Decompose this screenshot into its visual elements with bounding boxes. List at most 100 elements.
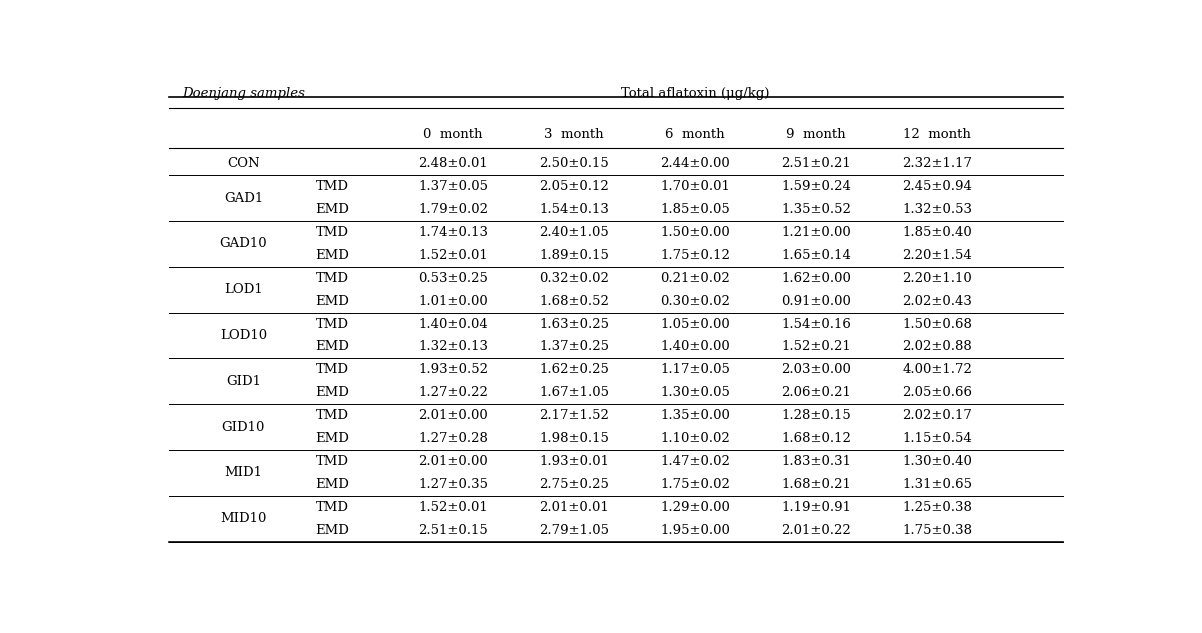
Text: 1.21±0.00: 1.21±0.00 bbox=[781, 226, 851, 239]
Text: 2.01±0.00: 2.01±0.00 bbox=[418, 409, 488, 422]
Text: 1.62±0.25: 1.62±0.25 bbox=[540, 363, 609, 377]
Text: CON: CON bbox=[227, 157, 260, 170]
Text: 0.32±0.02: 0.32±0.02 bbox=[540, 272, 609, 285]
Text: 1.93±0.01: 1.93±0.01 bbox=[540, 455, 609, 468]
Text: 1.15±0.54: 1.15±0.54 bbox=[903, 432, 972, 445]
Text: 1.50±0.00: 1.50±0.00 bbox=[660, 226, 730, 239]
Text: EMD: EMD bbox=[315, 478, 349, 491]
Text: TMD: TMD bbox=[315, 272, 349, 285]
Text: 1.68±0.21: 1.68±0.21 bbox=[781, 478, 851, 491]
Text: 1.28±0.15: 1.28±0.15 bbox=[781, 409, 851, 422]
Text: 2.05±0.66: 2.05±0.66 bbox=[903, 386, 972, 399]
Text: 1.54±0.13: 1.54±0.13 bbox=[540, 203, 609, 216]
Text: 2.48±0.01: 2.48±0.01 bbox=[418, 157, 488, 170]
Text: 1.89±0.15: 1.89±0.15 bbox=[540, 249, 609, 262]
Text: EMD: EMD bbox=[315, 203, 349, 216]
Text: 1.27±0.28: 1.27±0.28 bbox=[418, 432, 488, 445]
Text: 1.37±0.25: 1.37±0.25 bbox=[540, 341, 609, 353]
Text: EMD: EMD bbox=[315, 294, 349, 308]
Text: 1.31±0.65: 1.31±0.65 bbox=[903, 478, 972, 491]
Text: 1.68±0.52: 1.68±0.52 bbox=[540, 294, 609, 308]
Text: 2.45±0.94: 2.45±0.94 bbox=[903, 180, 972, 193]
Text: Doenjang samples: Doenjang samples bbox=[182, 87, 305, 99]
Text: 1.19±0.91: 1.19±0.91 bbox=[781, 501, 851, 514]
Text: 0.30±0.02: 0.30±0.02 bbox=[660, 294, 730, 308]
Text: 1.32±0.13: 1.32±0.13 bbox=[418, 341, 488, 353]
Text: 2.02±0.43: 2.02±0.43 bbox=[903, 294, 972, 308]
Text: 1.75±0.38: 1.75±0.38 bbox=[903, 523, 972, 537]
Text: 0  month: 0 month bbox=[423, 128, 483, 141]
Text: 0.21±0.02: 0.21±0.02 bbox=[660, 272, 730, 285]
Text: 1.10±0.02: 1.10±0.02 bbox=[660, 432, 730, 445]
Text: EMD: EMD bbox=[315, 386, 349, 399]
Text: 1.27±0.35: 1.27±0.35 bbox=[418, 478, 488, 491]
Text: 3  month: 3 month bbox=[545, 128, 603, 141]
Text: 1.52±0.01: 1.52±0.01 bbox=[418, 501, 488, 514]
Text: TMD: TMD bbox=[315, 318, 349, 330]
Text: 2.02±0.88: 2.02±0.88 bbox=[903, 341, 972, 353]
Text: 1.75±0.12: 1.75±0.12 bbox=[660, 249, 730, 262]
Text: 2.20±1.54: 2.20±1.54 bbox=[903, 249, 972, 262]
Text: TMD: TMD bbox=[315, 409, 349, 422]
Text: EMD: EMD bbox=[315, 523, 349, 537]
Text: Total aflatoxin (μg/kg): Total aflatoxin (μg/kg) bbox=[621, 87, 769, 99]
Text: 1.68±0.12: 1.68±0.12 bbox=[781, 432, 851, 445]
Text: EMD: EMD bbox=[315, 341, 349, 353]
Text: 1.79±0.02: 1.79±0.02 bbox=[418, 203, 488, 216]
Text: GAD1: GAD1 bbox=[224, 192, 263, 204]
Text: 2.05±0.12: 2.05±0.12 bbox=[540, 180, 609, 193]
Text: GAD10: GAD10 bbox=[220, 237, 267, 251]
Text: 1.54±0.16: 1.54±0.16 bbox=[781, 318, 851, 330]
Text: 1.52±0.21: 1.52±0.21 bbox=[781, 341, 851, 353]
Text: LOD10: LOD10 bbox=[220, 329, 267, 342]
Text: 2.01±0.22: 2.01±0.22 bbox=[781, 523, 851, 537]
Text: 1.32±0.53: 1.32±0.53 bbox=[903, 203, 972, 216]
Text: 1.29±0.00: 1.29±0.00 bbox=[660, 501, 730, 514]
Text: 2.06±0.21: 2.06±0.21 bbox=[781, 386, 851, 399]
Text: 1.85±0.05: 1.85±0.05 bbox=[660, 203, 730, 216]
Text: 1.50±0.68: 1.50±0.68 bbox=[903, 318, 972, 330]
Text: 2.20±1.10: 2.20±1.10 bbox=[903, 272, 972, 285]
Text: 1.05±0.00: 1.05±0.00 bbox=[660, 318, 730, 330]
Text: TMD: TMD bbox=[315, 180, 349, 193]
Text: 1.63±0.25: 1.63±0.25 bbox=[540, 318, 609, 330]
Text: 1.83±0.31: 1.83±0.31 bbox=[781, 455, 851, 468]
Text: TMD: TMD bbox=[315, 455, 349, 468]
Text: 1.27±0.22: 1.27±0.22 bbox=[418, 386, 488, 399]
Text: 2.51±0.21: 2.51±0.21 bbox=[781, 157, 851, 170]
Text: LOD1: LOD1 bbox=[224, 283, 263, 296]
Text: 1.98±0.15: 1.98±0.15 bbox=[540, 432, 609, 445]
Text: 0.53±0.25: 0.53±0.25 bbox=[418, 272, 488, 285]
Text: 1.70±0.01: 1.70±0.01 bbox=[660, 180, 730, 193]
Text: 2.51±0.15: 2.51±0.15 bbox=[418, 523, 488, 537]
Text: 4.00±1.72: 4.00±1.72 bbox=[903, 363, 972, 377]
Text: 1.52±0.01: 1.52±0.01 bbox=[418, 249, 488, 262]
Text: 2.03±0.00: 2.03±0.00 bbox=[781, 363, 851, 377]
Text: 1.75±0.02: 1.75±0.02 bbox=[660, 478, 730, 491]
Text: EMD: EMD bbox=[315, 432, 349, 445]
Text: 1.35±0.52: 1.35±0.52 bbox=[781, 203, 851, 216]
Text: 1.30±0.40: 1.30±0.40 bbox=[903, 455, 972, 468]
Text: 1.01±0.00: 1.01±0.00 bbox=[418, 294, 488, 308]
Text: 1.40±0.04: 1.40±0.04 bbox=[418, 318, 488, 330]
Text: 2.02±0.17: 2.02±0.17 bbox=[903, 409, 972, 422]
Text: 2.01±0.00: 2.01±0.00 bbox=[418, 455, 488, 468]
Text: 2.40±1.05: 2.40±1.05 bbox=[540, 226, 609, 239]
Text: 1.40±0.00: 1.40±0.00 bbox=[660, 341, 730, 353]
Text: 2.01±0.01: 2.01±0.01 bbox=[540, 501, 609, 514]
Text: 1.47±0.02: 1.47±0.02 bbox=[660, 455, 730, 468]
Text: TMD: TMD bbox=[315, 501, 349, 514]
Text: EMD: EMD bbox=[315, 249, 349, 262]
Text: 12  month: 12 month bbox=[904, 128, 971, 141]
Text: 1.65±0.14: 1.65±0.14 bbox=[781, 249, 851, 262]
Text: 1.17±0.05: 1.17±0.05 bbox=[660, 363, 730, 377]
Text: GID10: GID10 bbox=[221, 421, 266, 434]
Text: 1.25±0.38: 1.25±0.38 bbox=[903, 501, 972, 514]
Text: TMD: TMD bbox=[315, 226, 349, 239]
Text: 2.79±1.05: 2.79±1.05 bbox=[540, 523, 609, 537]
Text: 1.74±0.13: 1.74±0.13 bbox=[418, 226, 488, 239]
Text: 9  month: 9 month bbox=[786, 128, 846, 141]
Text: 1.30±0.05: 1.30±0.05 bbox=[660, 386, 730, 399]
Text: 1.67±1.05: 1.67±1.05 bbox=[540, 386, 609, 399]
Text: TMD: TMD bbox=[315, 363, 349, 377]
